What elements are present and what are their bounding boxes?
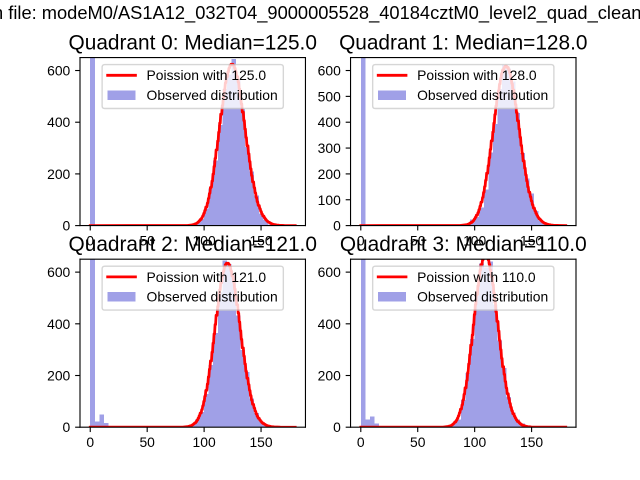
svg-text:Observed distribution: Observed distribution bbox=[147, 87, 278, 103]
svg-text:0: 0 bbox=[333, 218, 341, 234]
svg-text:500: 500 bbox=[318, 88, 341, 104]
svg-text:50: 50 bbox=[139, 434, 155, 450]
svg-text:Quadrant 2: Median=121.0: Quadrant 2: Median=121.0 bbox=[69, 233, 317, 256]
svg-text:100: 100 bbox=[193, 434, 216, 450]
svg-text:Poission with 110.0: Poission with 110.0 bbox=[417, 269, 536, 285]
svg-text:Observed distribution: Observed distribution bbox=[147, 289, 278, 305]
svg-text:400: 400 bbox=[318, 316, 341, 332]
svg-text:400: 400 bbox=[318, 114, 341, 130]
svg-text:200: 200 bbox=[318, 368, 341, 384]
svg-text:300: 300 bbox=[318, 140, 341, 156]
svg-text:50: 50 bbox=[410, 434, 426, 450]
svg-text:0: 0 bbox=[357, 434, 365, 450]
svg-text:0: 0 bbox=[86, 434, 94, 450]
svg-text:Poission with 125.0: Poission with 125.0 bbox=[147, 67, 267, 83]
svg-text:200: 200 bbox=[318, 166, 341, 182]
svg-text:600: 600 bbox=[318, 63, 341, 79]
svg-text:600: 600 bbox=[318, 264, 341, 280]
svg-text:600: 600 bbox=[47, 63, 70, 79]
svg-text:0: 0 bbox=[333, 419, 341, 435]
svg-text:Quadrant 1: Median=128.0: Quadrant 1: Median=128.0 bbox=[339, 31, 587, 54]
svg-text:Poission with 128.0: Poission with 128.0 bbox=[417, 67, 537, 83]
svg-text:Quadrant 0: Median=125.0: Quadrant 0: Median=125.0 bbox=[69, 31, 317, 54]
svg-text:200: 200 bbox=[47, 368, 70, 384]
svg-text:400: 400 bbox=[47, 316, 70, 332]
svg-text:200: 200 bbox=[47, 166, 70, 182]
svg-text:150: 150 bbox=[520, 434, 543, 450]
svg-text:400: 400 bbox=[47, 114, 70, 130]
svg-text:100: 100 bbox=[463, 434, 486, 450]
svg-text:600: 600 bbox=[47, 264, 70, 280]
svg-text:Observed distribution: Observed distribution bbox=[417, 87, 548, 103]
svg-text:0: 0 bbox=[63, 218, 71, 234]
svg-text:100: 100 bbox=[318, 192, 341, 208]
svg-text:Poission with 121.0: Poission with 121.0 bbox=[147, 269, 267, 285]
svg-text:Quadrant 3: Median=110.0: Quadrant 3: Median=110.0 bbox=[340, 233, 587, 256]
svg-text:150: 150 bbox=[249, 434, 272, 450]
svg-text:0: 0 bbox=[63, 419, 71, 435]
svg-text:Observed distribution: Observed distribution bbox=[417, 289, 548, 305]
